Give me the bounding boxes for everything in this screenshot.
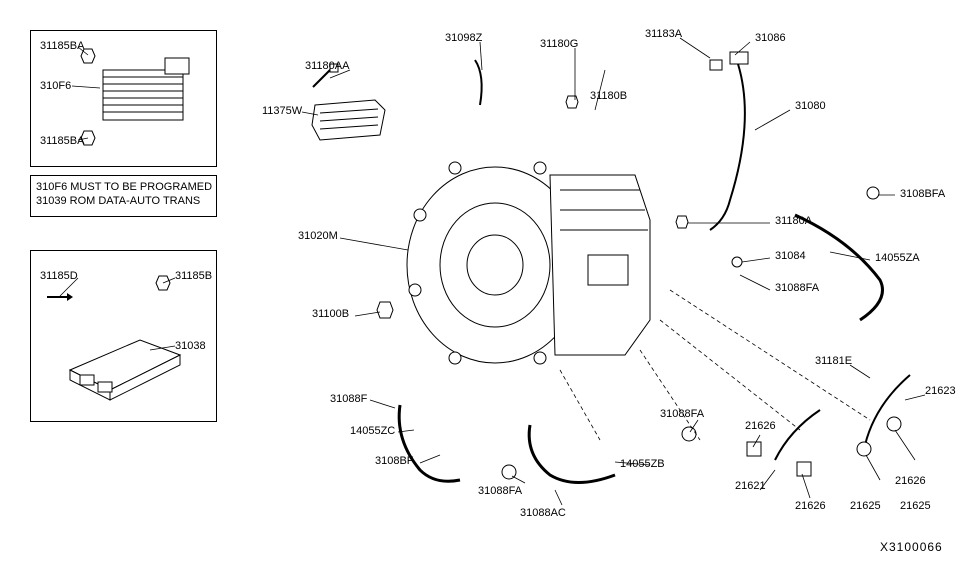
callout-31180AA: 31180AA — [305, 60, 349, 72]
callout-14055ZC: 14055ZC — [350, 425, 395, 437]
dipstick-icon — [700, 50, 780, 240]
callout-31183A: 31183A — [645, 28, 682, 40]
callout-21626: 21626 — [895, 475, 926, 487]
note-text: 310F6 MUST TO BE PROGRAMED 31039 ROM DAT… — [36, 180, 212, 208]
callout-14055ZA: 14055ZA — [875, 252, 920, 264]
callout-21625: 21625 — [900, 500, 931, 512]
callout-31185B: 31185B — [175, 270, 212, 282]
callout-31084: 31084 — [775, 250, 806, 262]
callout-21623: 21623 — [925, 385, 956, 397]
callout-3108BF: 3108BF — [375, 455, 414, 467]
callout-31098Z: 31098Z — [445, 32, 482, 44]
callout-310F6: 310F6 — [40, 80, 71, 92]
fitting-icon — [745, 440, 763, 458]
clamp-icon — [500, 463, 518, 481]
callout-31185BA: 31185BA — [40, 40, 84, 52]
callout-31086: 31086 — [755, 32, 786, 44]
clamp-icon — [680, 425, 698, 443]
callout-31180B: 31180B — [590, 90, 627, 102]
callout-21621: 21621 — [735, 480, 766, 492]
fitting-icon — [795, 460, 813, 478]
note-line2: 31039 ROM DATA-AUTO TRANS — [36, 194, 212, 208]
callout-31088F: 31088F — [330, 393, 367, 405]
tube-icon — [470, 55, 500, 115]
clamp-icon — [730, 255, 744, 269]
fitting-icon — [855, 440, 873, 458]
hose-icon — [520, 420, 630, 500]
callout-31088FA: 31088FA — [660, 408, 704, 420]
callout-21626: 21626 — [795, 500, 826, 512]
bolt-icon — [675, 215, 689, 229]
callout-31088FA: 31088FA — [478, 485, 522, 497]
hose-icon — [790, 210, 900, 330]
note-line1: 310F6 MUST TO BE PROGRAMED — [36, 180, 212, 194]
transmission-body-icon — [400, 120, 660, 380]
callout-31020M: 31020M — [298, 230, 338, 242]
ecu-upper-icon — [95, 55, 200, 135]
callout-21625: 21625 — [850, 500, 881, 512]
fitting-icon — [885, 415, 903, 433]
callout-31080: 31080 — [795, 100, 826, 112]
callout-11375W: 11375W — [262, 105, 302, 117]
bolt-icon — [375, 300, 395, 320]
callout-31181E: 31181E — [815, 355, 852, 367]
callout-14055ZB: 14055ZB — [620, 458, 665, 470]
callout-3108BFA: 3108BFA — [900, 188, 945, 200]
callout-31185BA: 31185BA — [40, 135, 84, 147]
clamp-icon — [865, 185, 881, 201]
diagram-stage: { "notes": { "line1": "310F6 MUST TO BE … — [0, 0, 975, 566]
screw-icon — [45, 290, 73, 304]
callout-31088FA: 31088FA — [775, 282, 819, 294]
callout-31088AC: 31088AC — [520, 507, 566, 519]
callout-31180A: 31180A — [775, 215, 812, 227]
callout-31185D: 31185D — [40, 270, 78, 282]
callout-31038: 31038 — [175, 340, 206, 352]
callout-21626: 21626 — [745, 420, 776, 432]
bracket-icon — [310, 95, 390, 145]
diagram-code: X3100066 — [880, 540, 943, 554]
callout-31180G: 31180G — [540, 38, 578, 50]
ecu-lower-icon — [60, 300, 190, 410]
bolt-icon — [565, 95, 579, 109]
callout-31100B: 31100B — [312, 308, 349, 320]
nut-icon — [155, 275, 171, 291]
hose-icon — [390, 400, 480, 490]
